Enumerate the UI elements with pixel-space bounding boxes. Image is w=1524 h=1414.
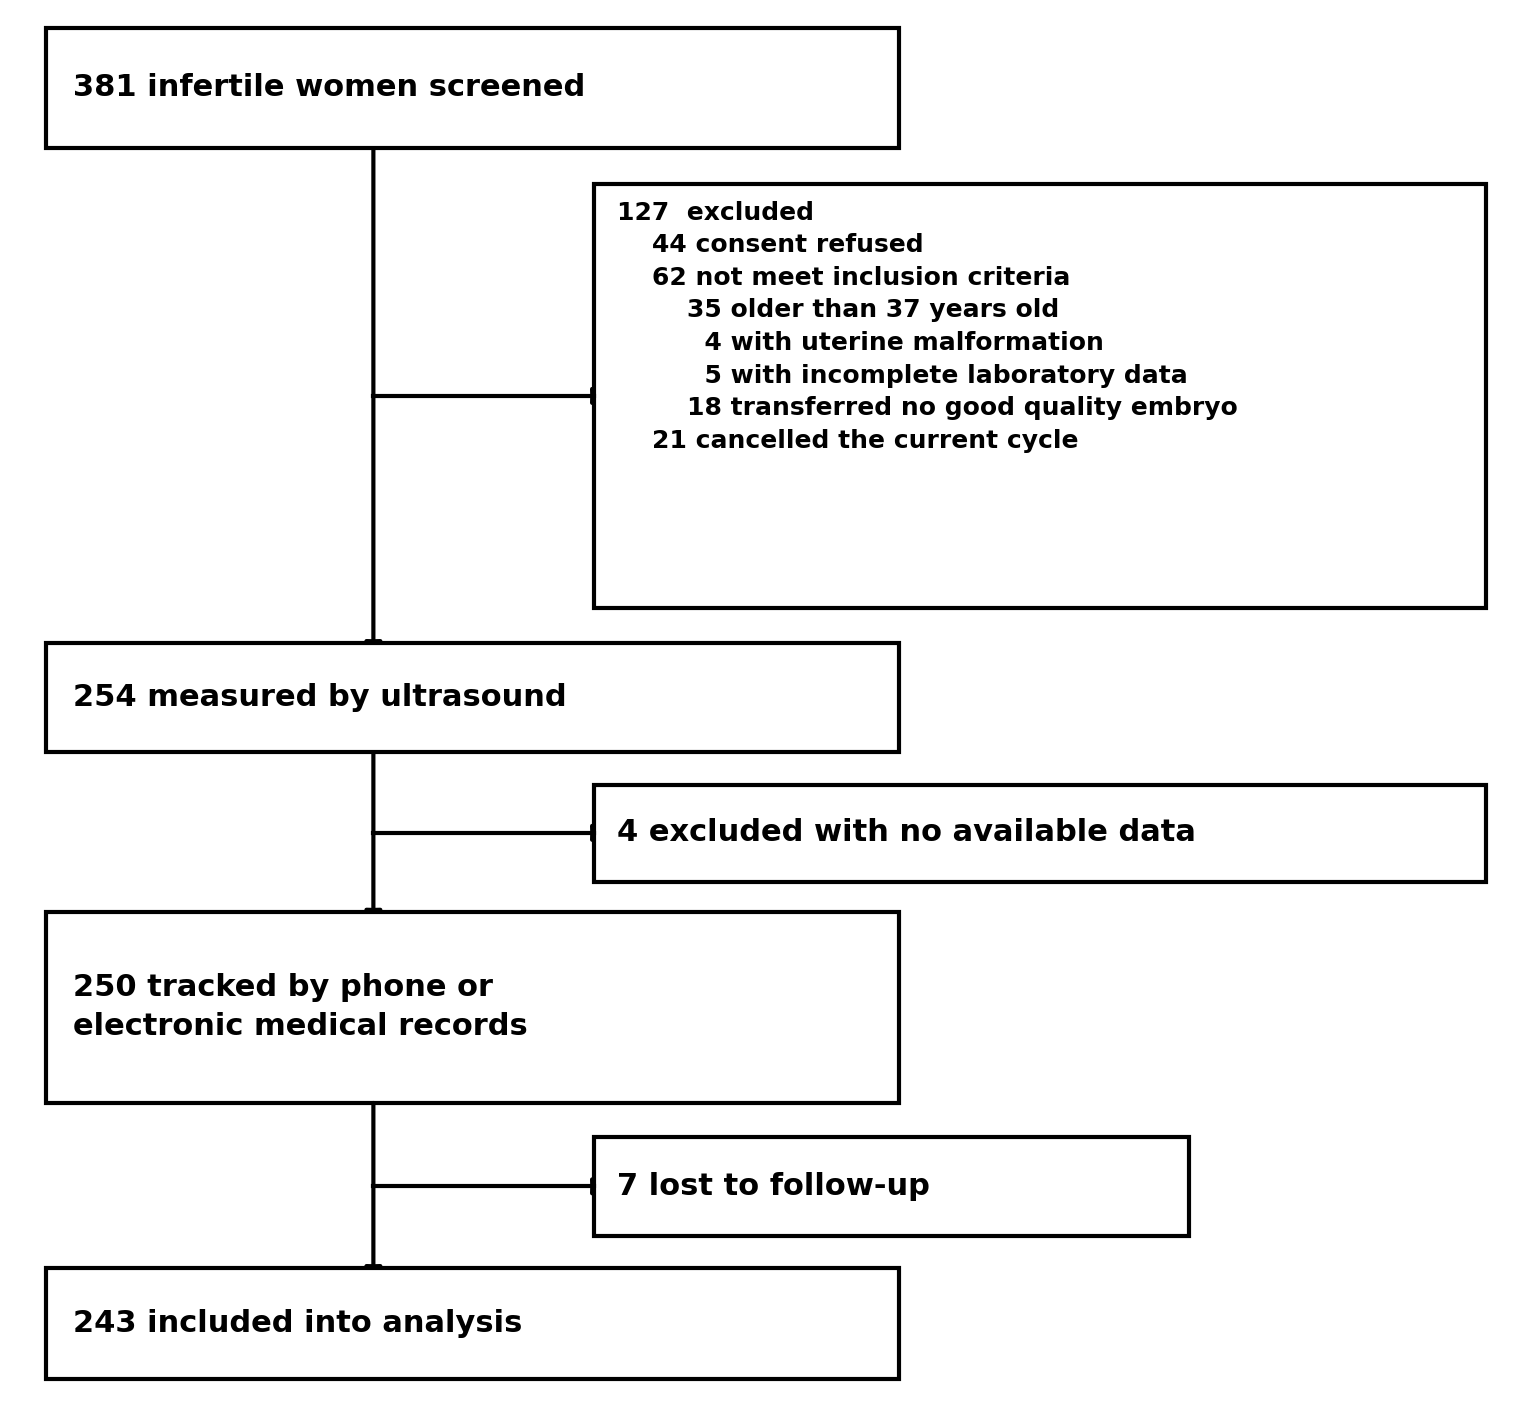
Text: 254 measured by ultrasound: 254 measured by ultrasound	[73, 683, 567, 711]
FancyBboxPatch shape	[46, 643, 899, 752]
FancyBboxPatch shape	[46, 1268, 899, 1379]
Text: 243 included into analysis: 243 included into analysis	[73, 1309, 523, 1338]
FancyBboxPatch shape	[46, 28, 899, 148]
FancyBboxPatch shape	[46, 912, 899, 1103]
Text: 250 tracked by phone or
electronic medical records: 250 tracked by phone or electronic medic…	[73, 973, 527, 1041]
Text: 4 excluded with no available data: 4 excluded with no available data	[617, 819, 1196, 847]
Text: 127  excluded
    44 consent refused
    62 not meet inclusion criteria
        : 127 excluded 44 consent refused 62 not m…	[617, 201, 1237, 452]
Text: 381 infertile women screened: 381 infertile women screened	[73, 74, 585, 102]
Text: 7 lost to follow-up: 7 lost to follow-up	[617, 1172, 930, 1200]
FancyBboxPatch shape	[594, 1137, 1189, 1236]
FancyBboxPatch shape	[594, 184, 1486, 608]
FancyBboxPatch shape	[594, 785, 1486, 882]
